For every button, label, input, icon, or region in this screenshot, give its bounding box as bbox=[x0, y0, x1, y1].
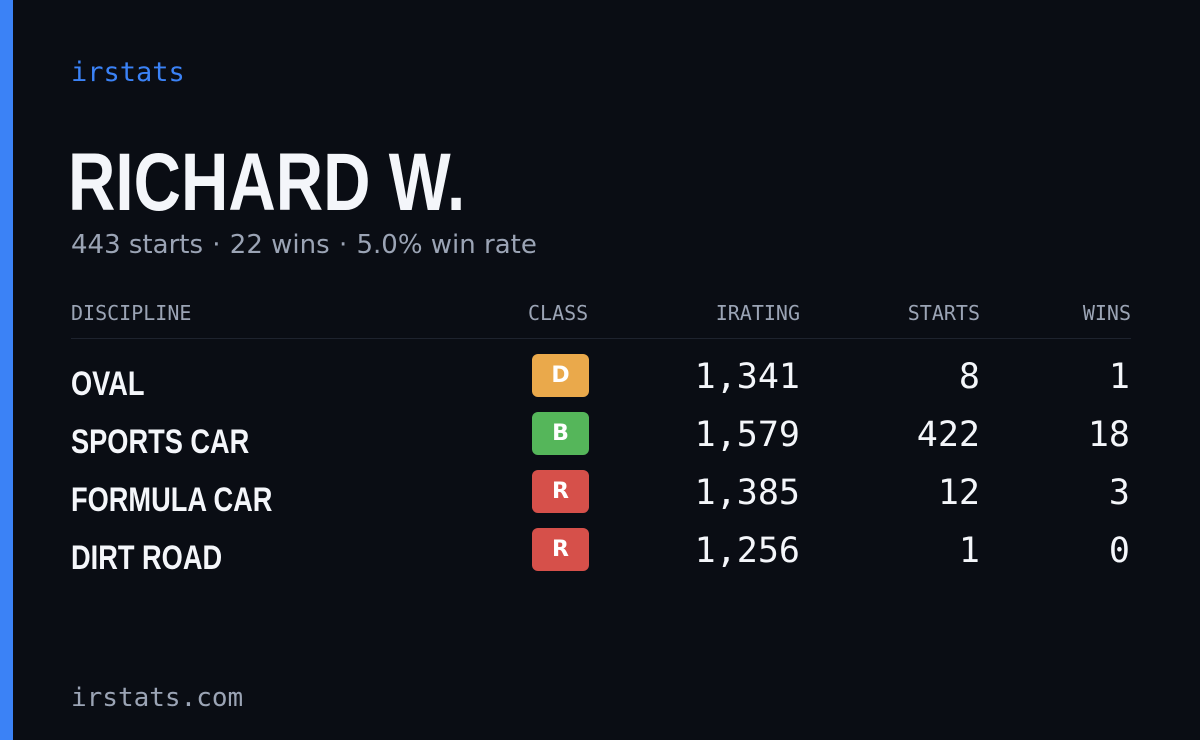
irating-value: 1,385 bbox=[694, 473, 800, 513]
discipline-name: OVAL bbox=[71, 365, 145, 403]
starts-value: 1 bbox=[958, 531, 980, 571]
summary-wins: 22 wins bbox=[229, 230, 330, 260]
class-badge: B bbox=[532, 412, 589, 455]
wins-value: 1 bbox=[1108, 357, 1130, 397]
wins-value: 18 bbox=[1087, 415, 1130, 455]
class-badge: R bbox=[532, 528, 589, 571]
discipline-name: DIRT ROAD bbox=[71, 539, 223, 577]
site-url: irstats.com bbox=[71, 683, 244, 713]
irating-value: 1,341 bbox=[694, 357, 800, 397]
header-class: CLASS bbox=[528, 301, 589, 325]
header-starts: STARTS bbox=[907, 301, 980, 325]
wins-value: 3 bbox=[1108, 473, 1130, 513]
header-discipline: DISCIPLINE bbox=[71, 301, 192, 325]
discipline-name: SPORTS CAR bbox=[71, 423, 250, 461]
irating-value: 1,579 bbox=[694, 415, 800, 455]
summary-separator: · bbox=[338, 230, 348, 260]
wins-value: 0 bbox=[1108, 531, 1130, 571]
starts-value: 12 bbox=[937, 473, 980, 513]
table-row: FORMULA CAR R 1,385 12 3 bbox=[71, 470, 1131, 528]
accent-bar bbox=[0, 0, 13, 740]
header-wins: WINS bbox=[1082, 301, 1131, 325]
brand-logo: irstats bbox=[71, 57, 185, 88]
table-row: OVAL D 1,341 8 1 bbox=[71, 354, 1131, 412]
irating-value: 1,256 bbox=[694, 531, 800, 571]
class-badge: R bbox=[532, 470, 589, 513]
career-summary: 443 starts · 22 wins · 5.0% win rate bbox=[71, 229, 537, 261]
discipline-name: FORMULA CAR bbox=[71, 481, 273, 519]
summary-starts: 443 starts bbox=[71, 230, 203, 260]
header-irating: IRATING bbox=[715, 301, 800, 325]
class-badge: D bbox=[532, 354, 589, 397]
page-title: RICHARD W. bbox=[68, 137, 466, 228]
table-row: DIRT ROAD R 1,256 1 0 bbox=[71, 528, 1131, 586]
table-header: DISCIPLINE CLASS IRATING STARTS WINS bbox=[71, 300, 1131, 339]
summary-separator: · bbox=[212, 230, 221, 260]
starts-value: 8 bbox=[958, 357, 980, 397]
table-row: SPORTS CAR B 1,579 422 18 bbox=[71, 412, 1131, 470]
starts-value: 422 bbox=[916, 415, 980, 455]
summary-win-rate: 5.0% win rate bbox=[356, 230, 537, 260]
